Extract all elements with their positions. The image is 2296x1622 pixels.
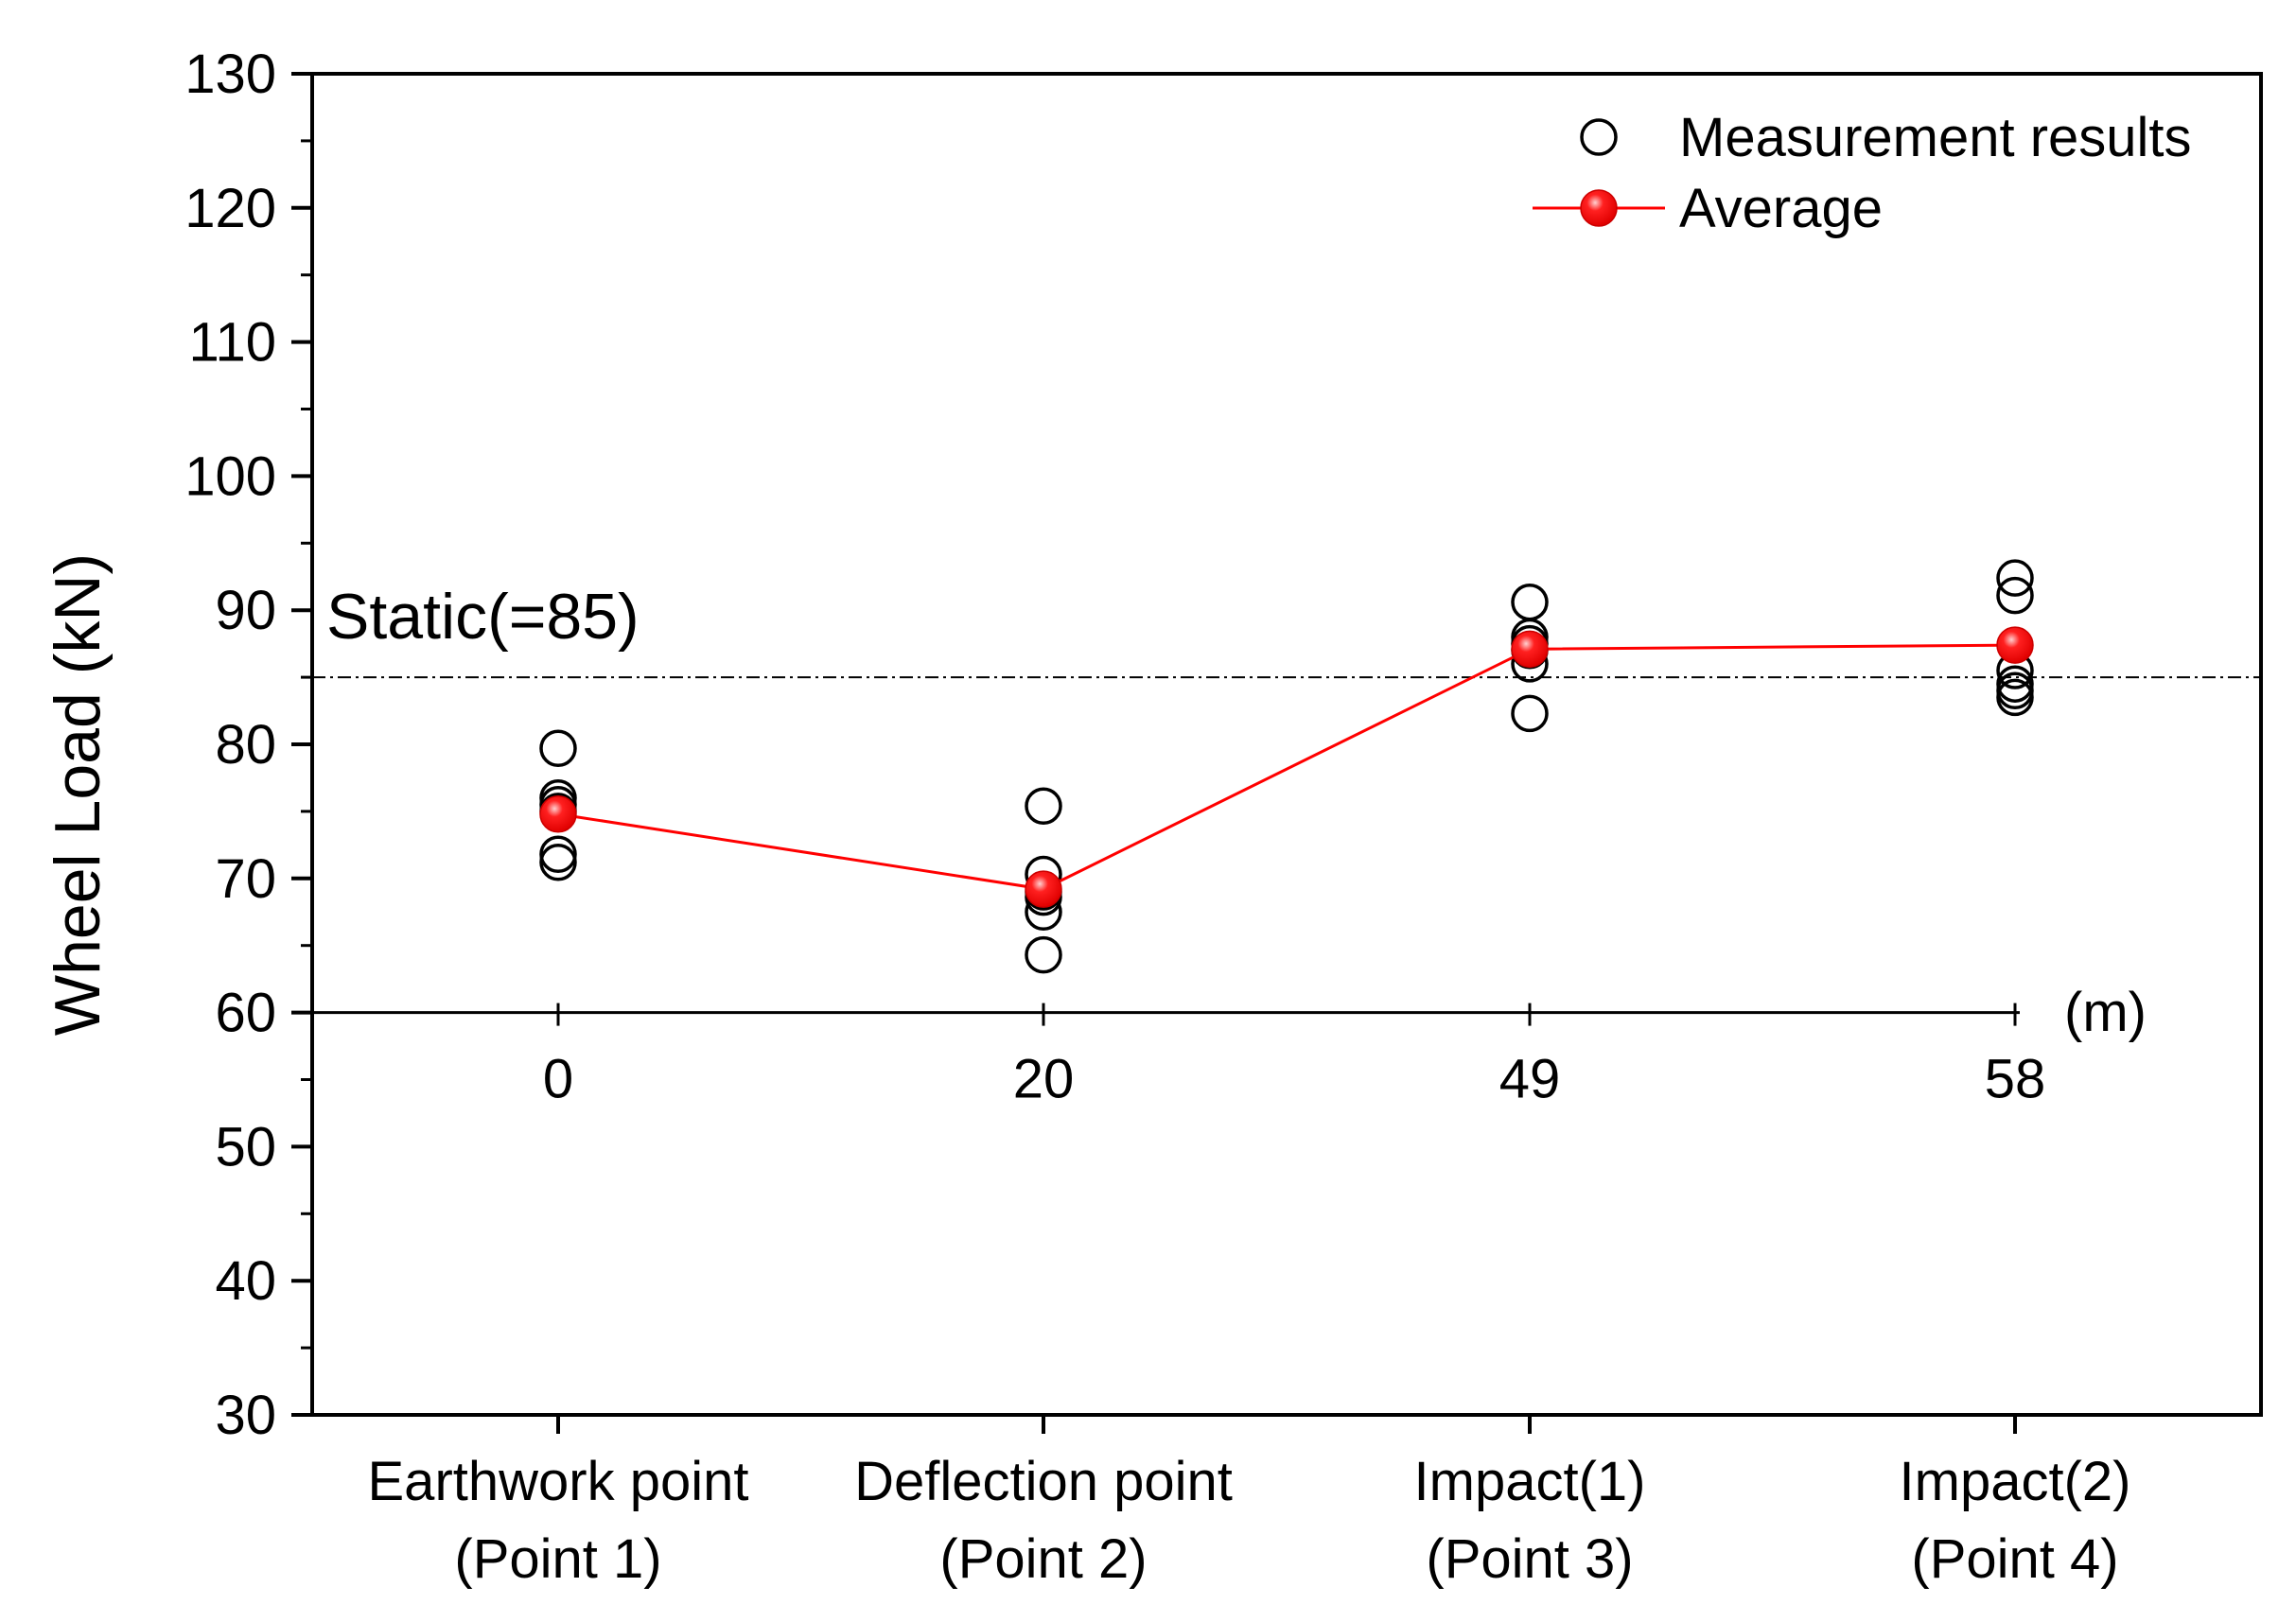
legend-average-marker xyxy=(1580,189,1618,227)
category-label-name: Earthwork point xyxy=(368,1451,749,1512)
legend: Measurement results Average xyxy=(1533,107,2192,239)
average-point xyxy=(1025,870,1062,908)
average-point xyxy=(1511,630,1549,669)
y-tick-label: 120 xyxy=(184,178,276,239)
category-label-name: Impact(1) xyxy=(1414,1451,1646,1512)
measurement-point xyxy=(1996,559,2034,597)
category-label-point: (Point 2) xyxy=(939,1528,1147,1590)
category-label-name: Deflection point xyxy=(854,1451,1233,1512)
y-axis: 30 40 50 60 70 80 90 100 110 120 130 xyxy=(184,44,312,1446)
y-tick-label: 100 xyxy=(184,445,276,507)
position-tick-label: 20 xyxy=(1013,1049,1075,1110)
position-tick-label: 58 xyxy=(1985,1049,2046,1110)
position-axis: 0 20 49 58 xyxy=(312,1003,2045,1110)
position-tick-label: 49 xyxy=(1499,1049,1561,1110)
plot-frame xyxy=(310,72,2263,1417)
y-tick-label: 40 xyxy=(215,1250,276,1312)
category-label-point: (Point 3) xyxy=(1426,1528,1633,1590)
category-label-point: (Point 4) xyxy=(1911,1528,2118,1590)
y-tick-label: 90 xyxy=(215,580,276,641)
static-annotation: Static(=85) xyxy=(326,581,640,653)
average-line xyxy=(557,643,2016,891)
position-unit-label: (m) xyxy=(2064,982,2147,1043)
category-label-name: Impact(2) xyxy=(1900,1451,2131,1512)
measurement-points xyxy=(539,559,2034,974)
legend-measurement-label: Measurement results xyxy=(1679,107,2192,168)
y-tick-label: 80 xyxy=(215,714,276,776)
measurement-point xyxy=(1511,694,1549,733)
y-tick-label: 130 xyxy=(184,44,276,105)
measurement-point xyxy=(1025,787,1062,825)
average-point xyxy=(1996,626,2034,664)
y-tick-label: 110 xyxy=(189,312,276,374)
y-axis-title: Wheel Load (kN) xyxy=(42,553,114,1036)
measurement-point xyxy=(539,729,577,768)
measurement-point xyxy=(1996,576,2034,615)
legend-measurement-marker xyxy=(1580,118,1618,156)
y-tick-label: 70 xyxy=(215,848,276,910)
position-tick-label: 0 xyxy=(543,1049,573,1110)
measurement-point xyxy=(1996,678,2034,717)
y-tick-label: 60 xyxy=(215,983,276,1044)
average-series xyxy=(539,626,2034,908)
measurement-point xyxy=(1025,935,1062,974)
average-point xyxy=(539,794,577,833)
y-tick-label: 30 xyxy=(215,1385,276,1446)
measurement-point xyxy=(539,835,577,874)
y-tick-label: 50 xyxy=(215,1116,276,1177)
measurement-point xyxy=(1511,583,1549,621)
category-label-point: (Point 1) xyxy=(454,1528,661,1590)
legend-average-label: Average xyxy=(1679,178,1883,239)
x-axis: Earthwork point (Point 1) Deflection point… xyxy=(368,1415,2131,1590)
measurement-point xyxy=(539,844,577,881)
